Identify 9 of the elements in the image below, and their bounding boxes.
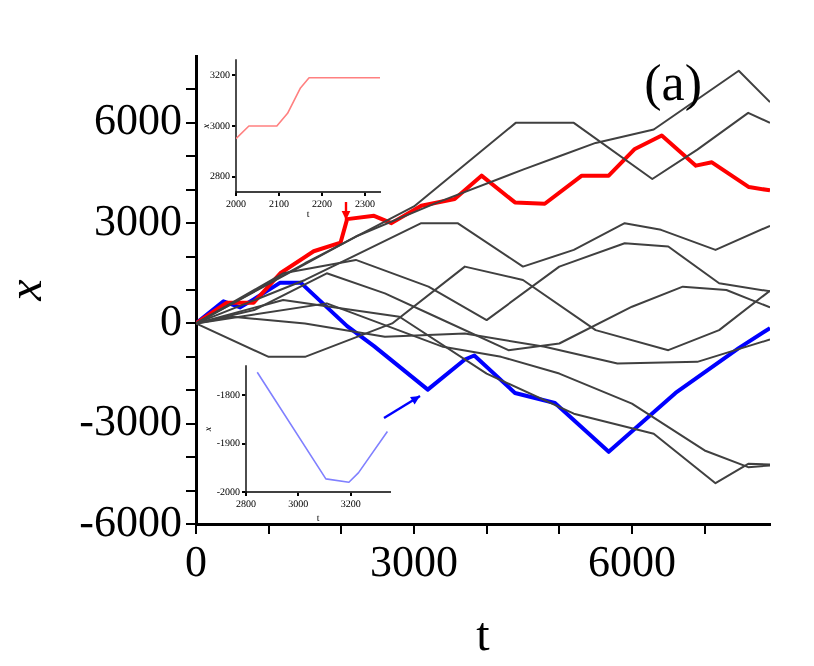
y-tick-label: -3000 [79, 395, 182, 446]
y-tick-label: 0 [160, 294, 182, 345]
x-axis-title: t [476, 609, 491, 662]
annotation: (a) [644, 53, 702, 112]
x-tick-label: 3000 [369, 535, 458, 586]
y-axis-title: x [1, 278, 54, 303]
y-tick-label: -6000 [79, 495, 182, 546]
y-tick-label: 6000 [94, 94, 182, 145]
x-tick-label: 6000 [587, 535, 676, 586]
